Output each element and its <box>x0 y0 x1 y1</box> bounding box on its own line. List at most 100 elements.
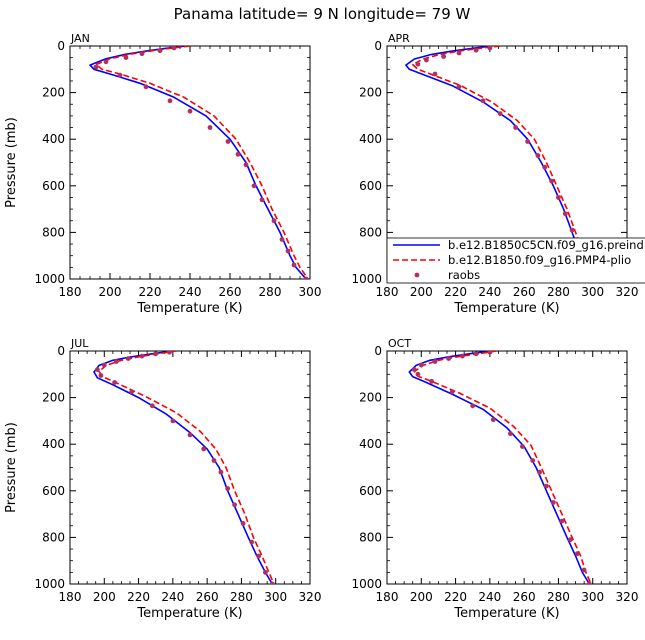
panel-jul-raobs-point <box>201 446 207 452</box>
panel-oct-raobs-point <box>429 378 434 384</box>
panel-jan-xtick-label: 180 <box>59 285 82 299</box>
panel-apr-raobs-point <box>473 47 479 53</box>
panel-jul-xtick-label: 200 <box>93 590 116 604</box>
panel-jul-raobs-point <box>256 553 261 559</box>
panel-jan-ytick-label: 800 <box>42 225 65 239</box>
panel-apr-raobs-point <box>456 50 462 56</box>
panel-oct-label: OCT <box>388 337 411 350</box>
panel-jan-raobs-point <box>117 72 123 78</box>
panel-apr-raobs-point <box>513 125 518 130</box>
panel-oct-xlabel: Temperature (K) <box>453 606 559 621</box>
panel-oct-raobs-point <box>550 500 556 505</box>
panel-jul-frame <box>69 350 311 585</box>
panel-jul-raobs-point <box>218 469 224 475</box>
panel-oct-raobs-point <box>446 356 452 361</box>
legend-label-model1: b.e12.B1850C5CN.f09_g16.preind <box>448 238 644 252</box>
panel-jul-series-model2 <box>98 351 275 584</box>
panel-jul-xtick-label: 260 <box>196 590 219 604</box>
panel-jan-ytick-label: 400 <box>42 132 65 146</box>
panel-oct-ytick-label: 800 <box>359 530 382 544</box>
panel-oct-xtick-label: 220 <box>444 590 467 604</box>
panel-jul-raobs-point <box>225 486 231 491</box>
panel-jul-raobs-point <box>113 359 119 364</box>
panel-oct-xtick-label: 240 <box>478 590 501 604</box>
panel-oct-raobs-point <box>581 567 587 573</box>
panel-jul-series-model1 <box>93 351 273 584</box>
panel-oct-xtick-label: 260 <box>513 590 536 604</box>
panel-oct-series-model2 <box>413 351 592 584</box>
panel-jul-raobs-point <box>139 353 145 359</box>
panel-jan-series-group <box>89 46 309 279</box>
panel-jul-xtick-label: 320 <box>299 590 322 604</box>
panel-apr-raobs-point <box>441 54 446 59</box>
panel-oct-series-model1 <box>408 351 590 584</box>
panel-jan-frame <box>69 45 311 280</box>
panel-jan-raobs-point <box>123 55 129 60</box>
panel-apr-ytick-label: 0 <box>374 39 382 53</box>
panel-jan-xlabel: Temperature (K) <box>136 301 242 316</box>
panel-jul-raobs-point <box>98 373 104 378</box>
panel-jul-raobs-point <box>211 458 217 463</box>
panel-jan-raobs-point <box>251 183 257 189</box>
panel-jan-ylabel: Pressure (mb) <box>4 117 19 208</box>
panel-apr-xtick-label: 320 <box>616 285 639 299</box>
panel-jan-raobs-point <box>207 125 213 130</box>
figure-title: Panama latitude= 9 N longitude= 79 W <box>174 5 471 23</box>
panel-oct-raobs-point <box>449 389 455 395</box>
panel-oct-raobs-point <box>418 362 424 368</box>
panel-jan-ytick-label: 600 <box>42 179 65 193</box>
panel-apr-xlabel: Temperature (K) <box>453 301 559 316</box>
panel-jul-ytick-label: 1000 <box>34 577 65 591</box>
panel-oct-xtick-label: 180 <box>376 590 399 604</box>
panel-jan-raobs-point <box>235 151 241 157</box>
panel-apr-ytick-label: 600 <box>359 179 382 193</box>
panel-oct-ytick-label: 400 <box>359 437 382 451</box>
panel-oct-raobs-point <box>559 518 565 524</box>
panel-oct-series-group <box>408 351 592 584</box>
panel-jan-raobs-point <box>291 262 297 268</box>
panel-apr-xtick-label: 260 <box>513 285 536 299</box>
panel-apr-xtick-label: 280 <box>547 285 570 299</box>
panel-oct-raobs-point <box>586 581 592 584</box>
panel-oct: OCT 180 200 220 240 260 280 300 320 0 200 400 600 800… <box>351 337 638 621</box>
panel-apr-raobs-point <box>415 61 421 67</box>
panel-apr-raobs-point <box>535 153 541 158</box>
panel-jul-raobs-point <box>170 418 176 424</box>
panel-jan-ytick-label: 200 <box>42 86 65 100</box>
panel-jan-raobs-point <box>285 248 291 254</box>
panel-apr-xtick-label: 220 <box>444 285 467 299</box>
panel-jan-raobs-point <box>171 46 177 51</box>
panel-oct-raobs-point <box>470 403 476 409</box>
panel-jul-ytick-label: 200 <box>42 391 65 405</box>
panel-apr-xtick-label: 300 <box>581 285 604 299</box>
panel-jan-series-model2 <box>95 46 309 279</box>
panel-jul-raobs-point <box>240 521 246 526</box>
panel-oct-raobs-point <box>574 551 580 557</box>
panel-oct-frame <box>386 350 628 585</box>
panel-oct-ytick-label: 0 <box>374 344 382 358</box>
panel-jan-raobs-point <box>187 108 193 114</box>
panel-apr-series-model2 <box>411 46 596 279</box>
panel-oct-raobs-point <box>530 458 536 463</box>
legend-label-raobs: raobs <box>448 268 480 282</box>
panel-oct-xtick-label: 320 <box>616 590 639 604</box>
panel-jan: JAN 180 200 220 240 260 280 300 0 200 400 600 800 100… <box>4 32 321 316</box>
panel-jul-raobs-point <box>269 581 275 584</box>
panel-jan-raobs-point <box>243 162 249 168</box>
panel-apr-raobs-point <box>542 164 548 170</box>
panel-apr-raobs-point <box>569 227 575 233</box>
panel-jul-label: JUL <box>70 337 89 350</box>
panel-jul-xtick-label: 300 <box>264 590 287 604</box>
panel-oct-raobs-point <box>460 353 465 359</box>
legend-swatch-raobs <box>414 272 420 278</box>
panel-jul-xlabel: Temperature (K) <box>136 606 242 621</box>
panel-jan-xtick-label: 220 <box>139 285 162 299</box>
panel-jan-raobs-point <box>93 64 99 70</box>
panel-jan-xtick-label: 240 <box>179 285 202 299</box>
panel-jan-label: JAN <box>70 32 90 45</box>
panel-oct-raobs-point <box>508 431 513 437</box>
legend-label-model2: b.e12.B1850.f09_g16.PMP4-plio <box>448 253 631 267</box>
panel-apr-raobs-point <box>424 57 429 63</box>
panel-oct-ytick-label: 200 <box>359 391 382 405</box>
